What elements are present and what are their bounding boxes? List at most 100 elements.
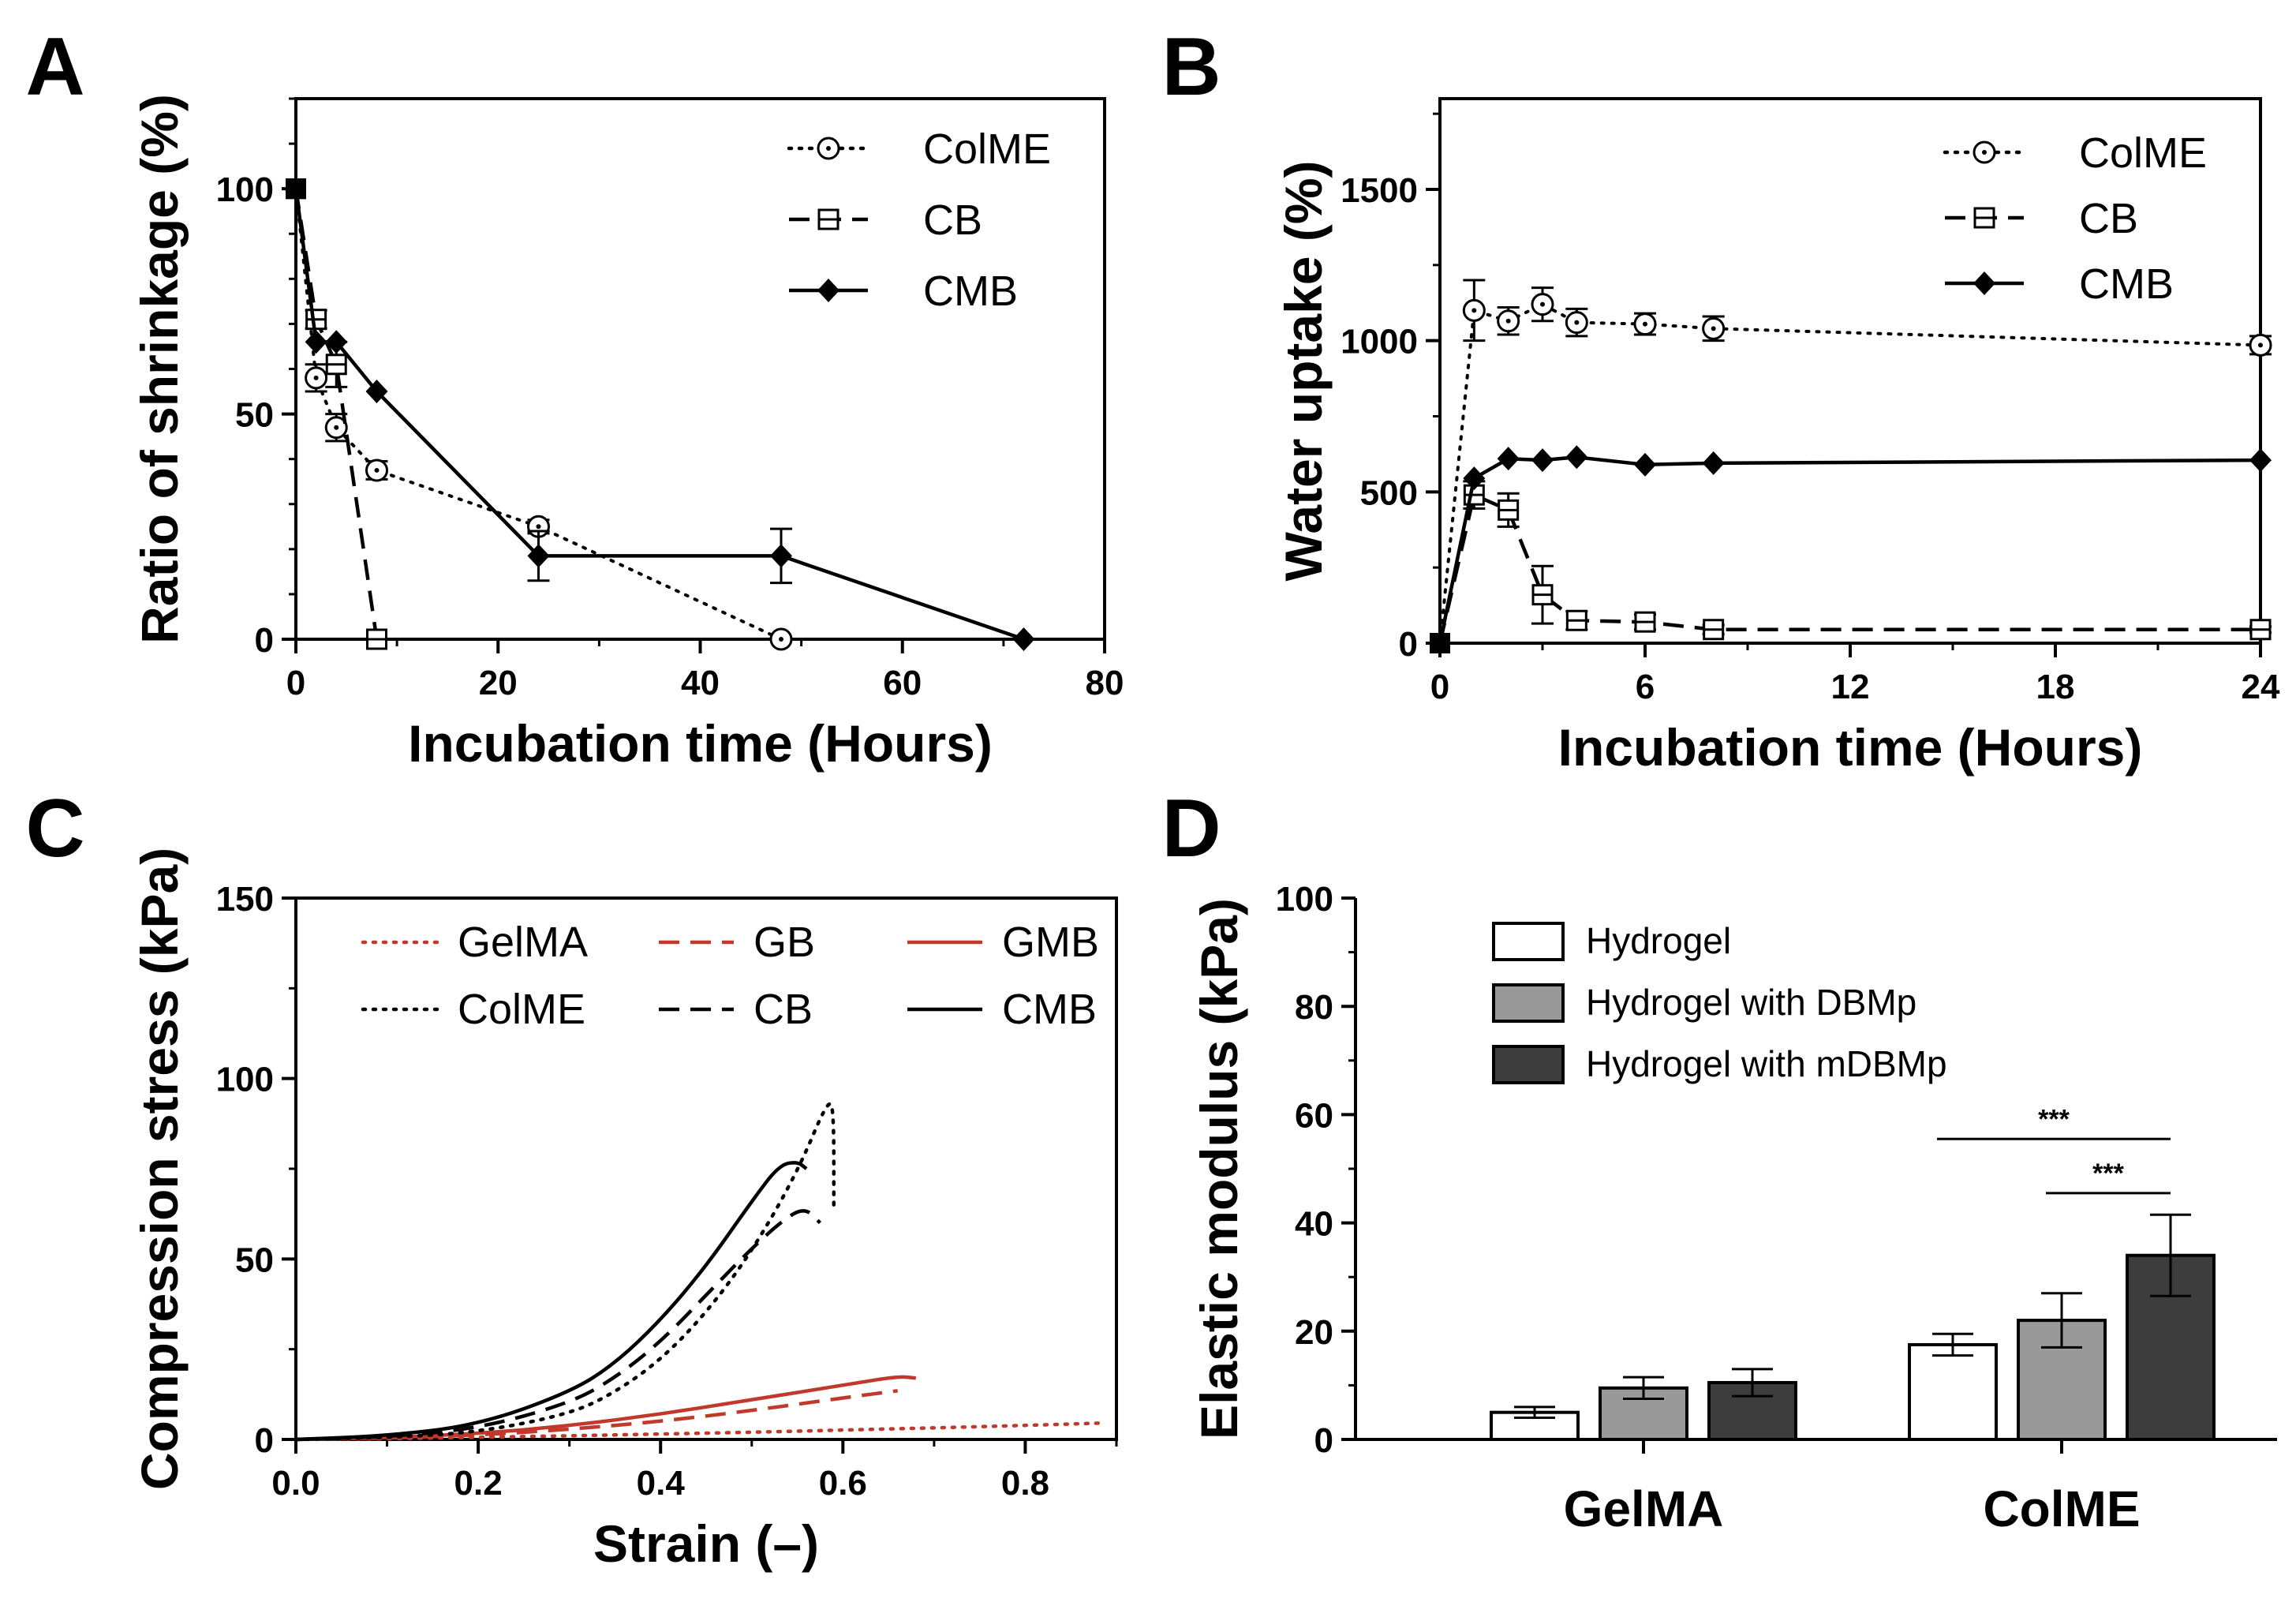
- legend-label: ColME: [458, 986, 585, 1033]
- data-point-colme-center: [1574, 320, 1580, 325]
- data-point-cmb: [305, 330, 327, 354]
- significance-label: ***: [2038, 1104, 2070, 1134]
- legend-marker-colme-center: [826, 146, 831, 151]
- x-tick-label: 80: [1086, 664, 1124, 702]
- y-axis-title: Compression stress (kPa): [130, 848, 189, 1490]
- data-point-cmb: [1012, 627, 1035, 651]
- significance-label: ***: [2092, 1158, 2124, 1188]
- data-point-colme-center: [2258, 342, 2263, 348]
- data-point-colme-center: [1471, 308, 1477, 313]
- x-tick-label: 0.6: [819, 1464, 867, 1503]
- data-point-cmb: [770, 544, 792, 568]
- data-point-colme-center: [1643, 321, 1647, 327]
- legend-label: ColME: [2079, 129, 2207, 177]
- y-tick-label: 50: [235, 1241, 274, 1279]
- x-tick-label: 18: [2036, 668, 2075, 706]
- legend-label: GMB: [1002, 919, 1099, 966]
- y-tick-label: 80: [1295, 988, 1333, 1027]
- panel-a: A Ratio of shrinkage (%) Incubation time (…: [25, 21, 1124, 773]
- y-tick-label: 100: [216, 170, 274, 209]
- y-tick-label: 0: [255, 1421, 274, 1460]
- legend-label: Hydrogel with DBMp: [1586, 982, 1916, 1023]
- legend-marker-cmb: [1973, 271, 1995, 295]
- legend-label: CMB: [1002, 986, 1097, 1033]
- panel-letter: D: [1161, 783, 1221, 874]
- data-point-colme-center: [1540, 301, 1545, 307]
- category-label: GelMA: [1564, 1480, 1724, 1537]
- panel-b: B Water uptake (%) Incubation time (Hours)…: [1161, 21, 2280, 777]
- legend-label: CB: [2079, 195, 2138, 242]
- legend-label: GB: [753, 919, 815, 966]
- plot-frame: [294, 97, 1106, 641]
- data-point-cmb: [527, 544, 550, 568]
- y-tick-label: 500: [1360, 473, 1418, 512]
- x-tick-label: 6: [1636, 668, 1655, 706]
- data-point-origin: [1430, 633, 1450, 653]
- panel-letter: A: [25, 21, 84, 113]
- x-axis-title: Incubation time (Hours): [408, 714, 993, 773]
- y-tick-label: 100: [216, 1061, 274, 1099]
- x-tick-label: 0.2: [454, 1464, 503, 1503]
- legend-label: Hydrogel with mDBMp: [1586, 1043, 1947, 1084]
- series-curve-cb: [295, 1209, 822, 1442]
- legend-swatch: [1492, 983, 1565, 1023]
- data-point-cmb: [1497, 447, 1520, 471]
- x-tick-label: 40: [681, 664, 720, 702]
- series-curve-cmb: [295, 1161, 808, 1442]
- legend-marker-colme-center: [1982, 150, 1987, 155]
- y-tick-label: 1000: [1341, 323, 1418, 361]
- data-point-colme-center: [536, 524, 541, 530]
- legend-label: CB: [923, 197, 982, 244]
- data-point-colme-center: [313, 375, 319, 380]
- data-point-cmb: [365, 380, 388, 404]
- data-point-cmb: [325, 330, 348, 354]
- x-tick-label: 0: [286, 664, 305, 702]
- data-point-cmb: [1702, 451, 1725, 475]
- y-tick-label: 100: [1276, 880, 1333, 919]
- legend-label: Hydrogel: [1586, 920, 1731, 961]
- series-line-cb: [1438, 492, 2260, 644]
- data-point-cmb: [1531, 448, 1554, 473]
- legend-label: CB: [753, 986, 813, 1033]
- y-axis-title: Elastic modulus (kPa): [1190, 898, 1248, 1439]
- legend-marker-cmb: [817, 279, 839, 302]
- legend-label: CMB: [923, 268, 1018, 315]
- legend-swatch: [1492, 1045, 1565, 1084]
- y-tick-label: 60: [1295, 1096, 1333, 1135]
- y-tick-label: 20: [1295, 1313, 1333, 1352]
- y-axis-title: Ratio of shrinkage (%): [130, 94, 189, 644]
- y-axis-title: Water uptake (%): [1274, 161, 1333, 582]
- data-point-colme-center: [779, 637, 783, 642]
- series-line-cmb: [294, 188, 1025, 642]
- panel-c: C Compression stress (kPa) Strain (–) 0 50 10…: [25, 783, 1118, 1573]
- y-tick-label: 0: [255, 621, 274, 660]
- x-tick-label: 60: [883, 664, 922, 702]
- panel-letter: B: [1161, 21, 1221, 113]
- data-point-colme-center: [374, 467, 380, 473]
- plot-frame: [294, 896, 1118, 1441]
- y-tick-label: 40: [1295, 1205, 1333, 1244]
- series-line-colme: [1438, 302, 2262, 645]
- category-label: ColME: [1983, 1480, 2140, 1537]
- data-point-cmb: [1565, 445, 1588, 470]
- y-tick-label: 0: [1399, 625, 1418, 664]
- data-point-cmb: [1463, 466, 1486, 491]
- x-tick-label: 20: [479, 664, 518, 702]
- y-tick-label: 150: [216, 880, 274, 919]
- y-tick-label: 1500: [1341, 171, 1418, 210]
- data-point-colme-center: [334, 425, 339, 430]
- panel-letter: C: [25, 783, 84, 874]
- y-tick-label: 50: [235, 396, 274, 435]
- legend-swatch: [1492, 922, 1565, 961]
- plot-frame: [1438, 97, 2262, 645]
- series-curve-gb: [295, 1389, 898, 1442]
- data-point-cmb: [2249, 448, 2272, 473]
- x-tick-label: 24: [2242, 668, 2280, 706]
- legend-label: GelMA: [458, 919, 588, 966]
- series-line-cmb: [1438, 455, 2261, 644]
- x-tick-label: 12: [1831, 668, 1870, 706]
- panel-d: D Elastic modulus (kPa) 0 20 40 60 80 100 GelMA C…: [1161, 783, 2277, 1537]
- data-point-colme-center: [1711, 326, 1716, 331]
- x-axis-title: Incubation time (Hours): [1558, 718, 2143, 777]
